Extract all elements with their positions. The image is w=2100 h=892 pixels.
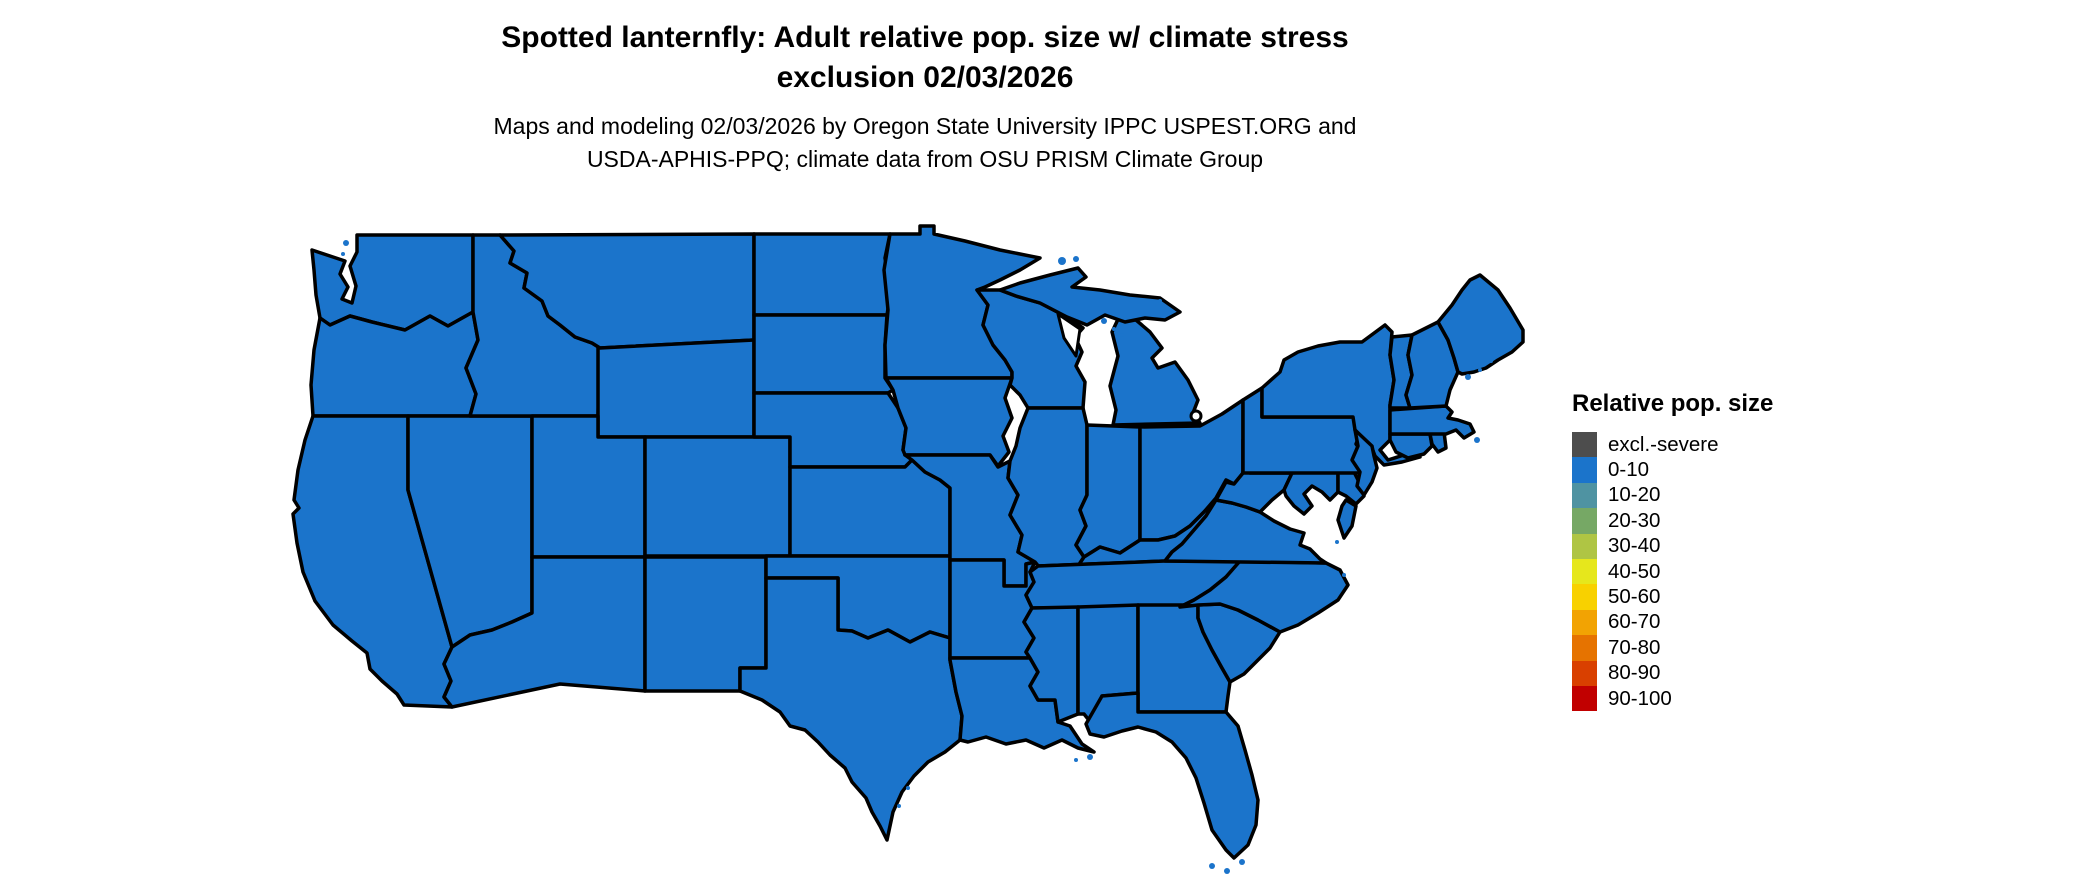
state-indiana — [1074, 423, 1142, 559]
chart-title-line2: exclusion 02/03/2026 — [776, 61, 1074, 94]
state-new-jersey — [1350, 428, 1379, 497]
legend-label: 40-50 — [1608, 559, 1661, 583]
legend-item-50-60: 50-60 — [1572, 584, 1773, 610]
green-bay-lake — [1056, 312, 1082, 358]
chart-title-line1: Spotted lanternfly: Adult relative pop. … — [501, 21, 1349, 54]
legend-items: excl.-severe 0-10 10-20 20-30 30-40 40-50 50-6… — [1572, 432, 1773, 712]
legend-title: Relative pop. size — [1572, 390, 1774, 417]
legend-item-10-20: 10-20 — [1572, 482, 1773, 509]
title-block: Spotted lanternfly: Adult relative pop. … — [0, 0, 1850, 176]
legend-item-20-30: 20-30 — [1572, 508, 1773, 534]
state-iowa — [884, 376, 1014, 468]
legend-label: 90-100 — [1608, 686, 1672, 710]
legend-label: excl.-severe — [1608, 432, 1719, 456]
chart-subtitle-line1: Maps and modeling 02/03/2026 by Oregon S… — [493, 113, 1357, 139]
state-utah — [530, 414, 647, 559]
legend-swatch-50-60 — [1572, 584, 1597, 610]
state-illinois — [1006, 406, 1089, 581]
state-virginia-eastern-shore — [1336, 498, 1358, 540]
legend-swatch-10-20 — [1572, 482, 1597, 509]
legend-item-80-90: 80-90 — [1572, 660, 1773, 686]
legend-item-30-40: 30-40 — [1572, 533, 1773, 559]
state-wyoming — [596, 338, 756, 439]
legend-item-60-70: 60-70 — [1572, 609, 1773, 636]
legend-item-40-50: 40-50 — [1572, 558, 1773, 585]
state-north-dakota — [752, 232, 893, 317]
legend-label: 20-30 — [1608, 508, 1661, 532]
state-connecticut — [1388, 432, 1434, 460]
legend-item-70-80: 70-80 — [1572, 635, 1773, 661]
legend-label: 70-80 — [1608, 635, 1661, 659]
legend-item-90-100: 90-100 — [1572, 685, 1773, 712]
lake-st-clair — [1189, 409, 1203, 423]
legend-label: 30-40 — [1608, 534, 1661, 558]
legend-swatch-20-30 — [1572, 508, 1597, 534]
state-michigan-upper-peninsula — [998, 266, 1182, 327]
legend-label: 10-20 — [1608, 483, 1661, 507]
legend-swatch-80-90 — [1572, 660, 1597, 686]
legend-label: 0-10 — [1608, 458, 1650, 482]
state-colorado — [643, 435, 792, 558]
state-washington — [310, 233, 475, 332]
state-north-carolina — [1178, 559, 1350, 634]
legend-label: 50-60 — [1608, 585, 1661, 609]
legend-label: 80-90 — [1608, 661, 1661, 685]
legend-item-excl.-severe: excl.-severe — [1572, 432, 1773, 458]
state-maine — [1436, 273, 1525, 376]
state-arizona — [442, 555, 647, 709]
state-michigan-lower — [1108, 313, 1202, 427]
legend-swatch-30-40 — [1572, 533, 1597, 559]
legend-swatch-excl.-severe — [1572, 432, 1597, 458]
legend-swatch-70-80 — [1572, 635, 1597, 661]
legend-item-0-10: 0-10 — [1572, 457, 1773, 483]
state-massachusetts — [1388, 404, 1476, 440]
legend: Relative pop. size excl.-severe 0-10 10-20… — [1572, 390, 1774, 712]
state-florida — [1084, 691, 1260, 860]
state-texas — [738, 576, 964, 842]
legend-swatch-90-100 — [1572, 685, 1597, 712]
legend-swatch-60-70 — [1572, 609, 1597, 636]
chart-subtitle-line2: USDA-APHIS-PPQ; climate data from OSU PR… — [586, 146, 1264, 172]
legend-label: 60-70 — [1608, 610, 1661, 634]
state-south-dakota — [752, 313, 895, 395]
legend-swatch-0-10 — [1572, 457, 1597, 483]
state-oregon — [309, 310, 480, 418]
island-dots — [341, 240, 1493, 874]
legend-swatch-40-50 — [1572, 558, 1597, 585]
state-maryland — [1282, 468, 1340, 516]
